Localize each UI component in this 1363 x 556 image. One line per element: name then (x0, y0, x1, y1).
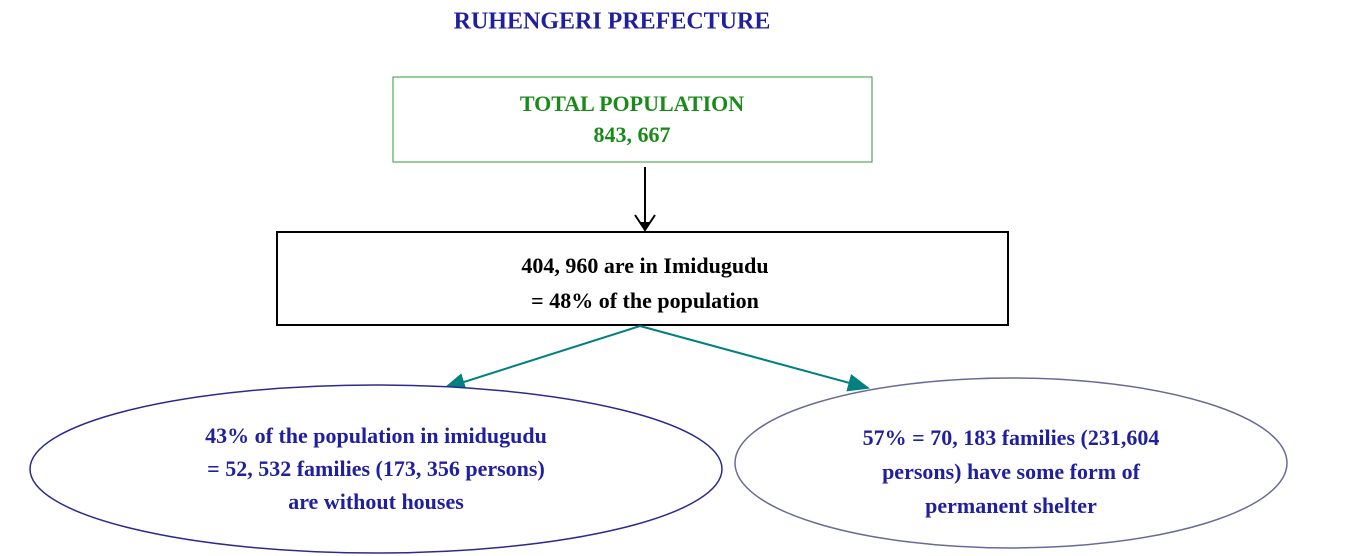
arrow-head (634, 214, 656, 232)
node-text: = 48% of the population (531, 288, 759, 313)
node-text: 404, 960 are in Imidugudu (521, 253, 768, 278)
node-text: TOTAL POPULATION (520, 91, 744, 116)
without-houses-ellipse (29, 384, 723, 554)
shelter-ellipse (734, 377, 1288, 549)
node-text: = 52, 532 families (173, 356 persons) (207, 456, 545, 481)
title: RUHENGERI PREFECTURE (454, 9, 771, 35)
imidugudu-box (276, 231, 1009, 326)
arrow (639, 325, 870, 392)
node-text: 57% = 70, 183 families (231,604 (863, 425, 1160, 450)
node-text: 43% of the population in imidugudu (205, 423, 547, 448)
node-text: 843, 667 (594, 122, 671, 147)
node-text: permanent shelter (925, 493, 1097, 518)
node-text: are without houses (288, 489, 464, 514)
total-box (392, 76, 873, 163)
node-text: persons) have some form of (882, 459, 1141, 484)
arrow (443, 325, 641, 391)
